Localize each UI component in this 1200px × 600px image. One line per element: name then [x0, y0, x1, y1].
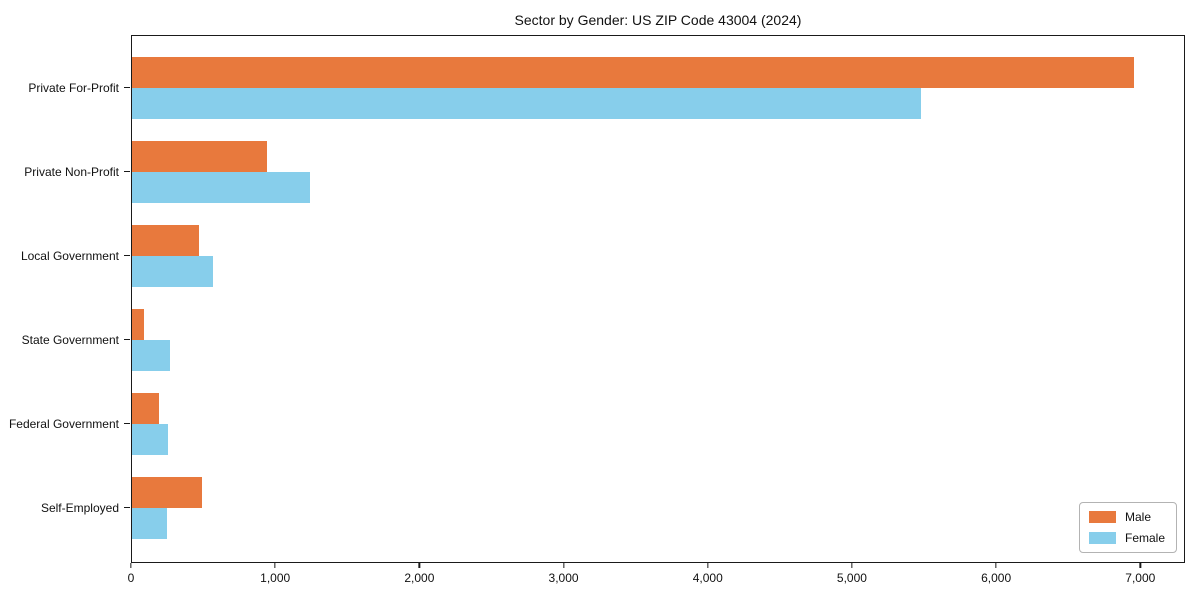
x-tick-label: 5,000	[836, 571, 867, 585]
y-axis-tick	[124, 339, 130, 341]
female-bar-state-government	[132, 340, 171, 371]
x-tick-mark	[130, 563, 132, 568]
x-tick-mark	[1139, 563, 1141, 568]
y-axis-tick	[124, 87, 130, 89]
x-tick-label: 1,000	[260, 571, 291, 585]
plot-area: Male Female	[124, 35, 1185, 563]
x-tick-mark	[562, 563, 565, 568]
x-axis: 0 1,000 2,000 3,000 4,000 5,000 6,000 7,000	[127, 563, 1185, 595]
female-bar-local-government	[132, 256, 213, 287]
legend-swatch-male	[1088, 511, 1116, 523]
legend-label-male: Male	[1124, 510, 1151, 524]
x-tick-mark	[995, 563, 997, 568]
x-tick-mark	[274, 563, 276, 568]
legend-swatch-female	[1088, 532, 1116, 544]
x-tick-label: 0	[127, 571, 135, 585]
female-bar-private-non-profit	[132, 172, 311, 203]
y-axis-label-federal-government: Federal Government	[8, 417, 119, 431]
female-bar-self-employed	[132, 508, 168, 539]
x-tick-mark	[851, 563, 853, 568]
y-axis-label-private-non-profit: Private Non-Profit	[24, 165, 119, 179]
y-axis-label-local-government: Local Government	[20, 249, 119, 263]
x-tick-label: 2,000	[404, 571, 435, 585]
y-axis-tick	[124, 423, 130, 425]
bar-group-state-government	[124, 298, 1184, 382]
x-tick-mark	[418, 563, 421, 568]
y-axis-tick	[124, 255, 130, 257]
bar-group-private-non-profit	[124, 130, 1184, 214]
female-bar-federal-government	[132, 424, 168, 455]
bar-group-self-employed	[124, 466, 1184, 550]
bar-group-federal-government	[124, 382, 1184, 466]
x-tick-label: 4,000	[692, 571, 723, 585]
y-axis-tick	[124, 171, 130, 173]
male-bar-self-employed	[132, 477, 202, 508]
female-bar-private-for-profit	[132, 88, 921, 119]
chart-title: Sector by Gender: US ZIP Code 43004 (202…	[514, 12, 802, 28]
legend-item-male: Male	[1088, 510, 1165, 524]
x-tick-label: 7,000	[1125, 571, 1156, 585]
y-axis-labels: Private For-Profit Private Non-Profit Loca…	[0, 35, 120, 563]
x-tick-label: 3,000	[548, 571, 579, 585]
male-bar-private-non-profit	[132, 141, 268, 172]
y-axis-label-private-for-profit: Private For-Profit	[28, 81, 119, 95]
male-bar-state-government	[132, 309, 145, 340]
y-axis-tick	[124, 507, 130, 509]
bar-group-private-for-profit	[124, 46, 1184, 130]
legend-item-female: Female	[1088, 531, 1165, 545]
male-bar-federal-government	[132, 393, 160, 424]
male-bar-private-for-profit	[132, 57, 1134, 88]
y-axis-label-state-government: State Government	[21, 333, 119, 347]
x-tick-label: 6,000	[981, 571, 1012, 585]
y-axis-label-self-employed: Self-Employed	[40, 501, 119, 515]
x-tick-mark	[707, 563, 709, 568]
bar-group-local-government	[124, 214, 1184, 298]
male-bar-local-government	[132, 225, 199, 256]
legend: Male Female	[1078, 502, 1177, 553]
legend-label-female: Female	[1124, 531, 1165, 545]
